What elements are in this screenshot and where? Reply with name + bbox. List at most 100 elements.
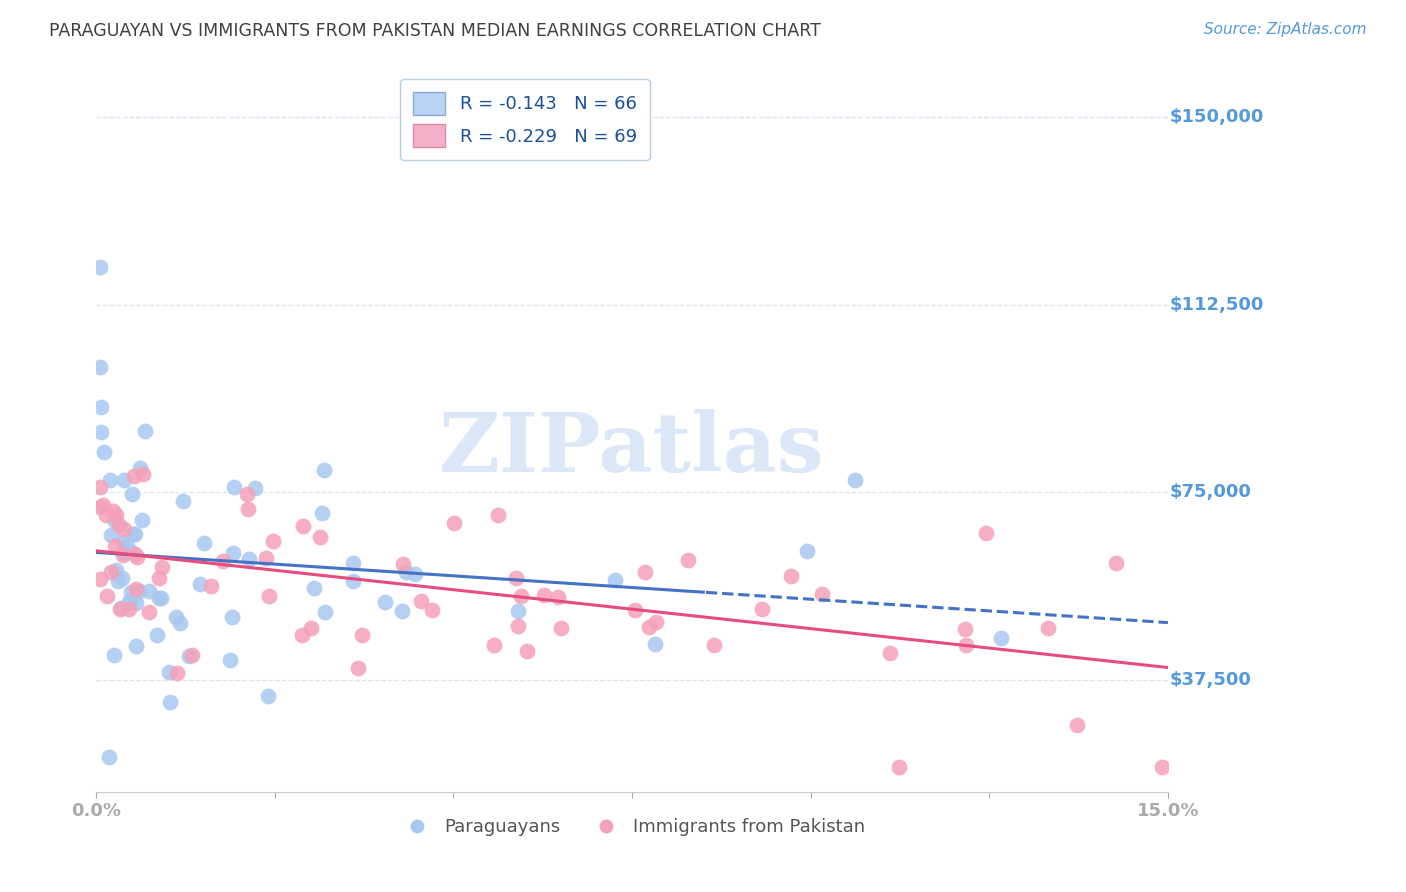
Point: [131, 513, 153, 527]
Point: [165, 610, 187, 624]
Point: [111, 546, 134, 560]
Point: [486, 508, 509, 523]
Point: [262, 534, 284, 549]
Point: [108, 517, 131, 532]
Point: [257, 589, 280, 603]
Point: [342, 556, 364, 570]
Point: [124, 527, 146, 541]
Point: [105, 508, 128, 523]
Point: [89, 260, 111, 275]
Point: [94, 508, 117, 522]
Point: [89, 572, 111, 586]
Point: [299, 621, 322, 635]
Point: [550, 621, 572, 635]
Point: [605, 573, 627, 587]
Point: [254, 550, 277, 565]
Point: [411, 594, 433, 608]
Point: [352, 628, 374, 642]
Text: ZIPatlas: ZIPatlas: [439, 409, 825, 489]
Point: [506, 619, 529, 633]
Point: [1152, 760, 1174, 774]
Point: [505, 571, 527, 585]
Point: [236, 487, 259, 501]
Point: [844, 473, 866, 487]
Point: [1038, 621, 1060, 635]
Point: [547, 591, 569, 605]
Point: [304, 581, 326, 595]
Point: [98, 473, 121, 487]
Point: [89, 500, 111, 515]
Point: [93, 445, 115, 459]
Point: [131, 467, 153, 481]
Point: [645, 615, 668, 629]
Point: [120, 584, 142, 599]
Point: [953, 622, 976, 636]
Point: [634, 565, 657, 579]
Point: [112, 522, 135, 536]
Point: [374, 595, 396, 609]
Point: [118, 595, 141, 609]
Point: [125, 639, 148, 653]
Point: [169, 615, 191, 630]
Point: [110, 601, 132, 615]
Point: [103, 648, 125, 662]
Point: [780, 569, 803, 583]
Point: [120, 545, 142, 559]
Text: $112,500: $112,500: [1170, 296, 1264, 314]
Point: [107, 574, 129, 589]
Point: [484, 638, 506, 652]
Point: [391, 604, 413, 618]
Point: [89, 401, 111, 415]
Point: [112, 474, 135, 488]
Point: [104, 514, 127, 528]
Point: [509, 589, 531, 603]
Point: [129, 460, 152, 475]
Point: [108, 602, 131, 616]
Point: [125, 549, 148, 564]
Point: [637, 620, 659, 634]
Point: [150, 591, 173, 605]
Point: [644, 637, 666, 651]
Point: [89, 480, 111, 494]
Point: [100, 565, 122, 579]
Point: [222, 546, 245, 560]
Point: [311, 506, 333, 520]
Point: [124, 547, 146, 561]
Point: [90, 425, 112, 440]
Point: [166, 665, 188, 680]
Point: [810, 587, 832, 601]
Point: [100, 528, 122, 542]
Point: [91, 498, 114, 512]
Point: [623, 603, 645, 617]
Point: [404, 566, 426, 581]
Point: [309, 530, 332, 544]
Point: [96, 589, 118, 603]
Point: [887, 760, 910, 774]
Point: [111, 571, 134, 585]
Text: $150,000: $150,000: [1170, 109, 1264, 127]
Point: [990, 631, 1012, 645]
Point: [342, 574, 364, 588]
Point: [955, 639, 977, 653]
Point: [974, 525, 997, 540]
Point: [111, 535, 134, 549]
Point: [243, 481, 266, 495]
Point: [134, 425, 156, 439]
Point: [879, 646, 901, 660]
Point: [89, 360, 111, 375]
Point: [443, 516, 465, 530]
Legend: Paraguayans, Immigrants from Pakistan: Paraguayans, Immigrants from Pakistan: [392, 811, 872, 844]
Point: [128, 583, 150, 598]
Point: [120, 593, 142, 607]
Point: [103, 504, 125, 518]
Point: [138, 583, 160, 598]
Point: [104, 564, 127, 578]
Point: [146, 627, 169, 641]
Point: [122, 468, 145, 483]
Point: [395, 565, 418, 579]
Point: [516, 644, 538, 658]
Point: [238, 502, 260, 516]
Point: [211, 553, 233, 567]
Point: [533, 588, 555, 602]
Point: [150, 559, 173, 574]
